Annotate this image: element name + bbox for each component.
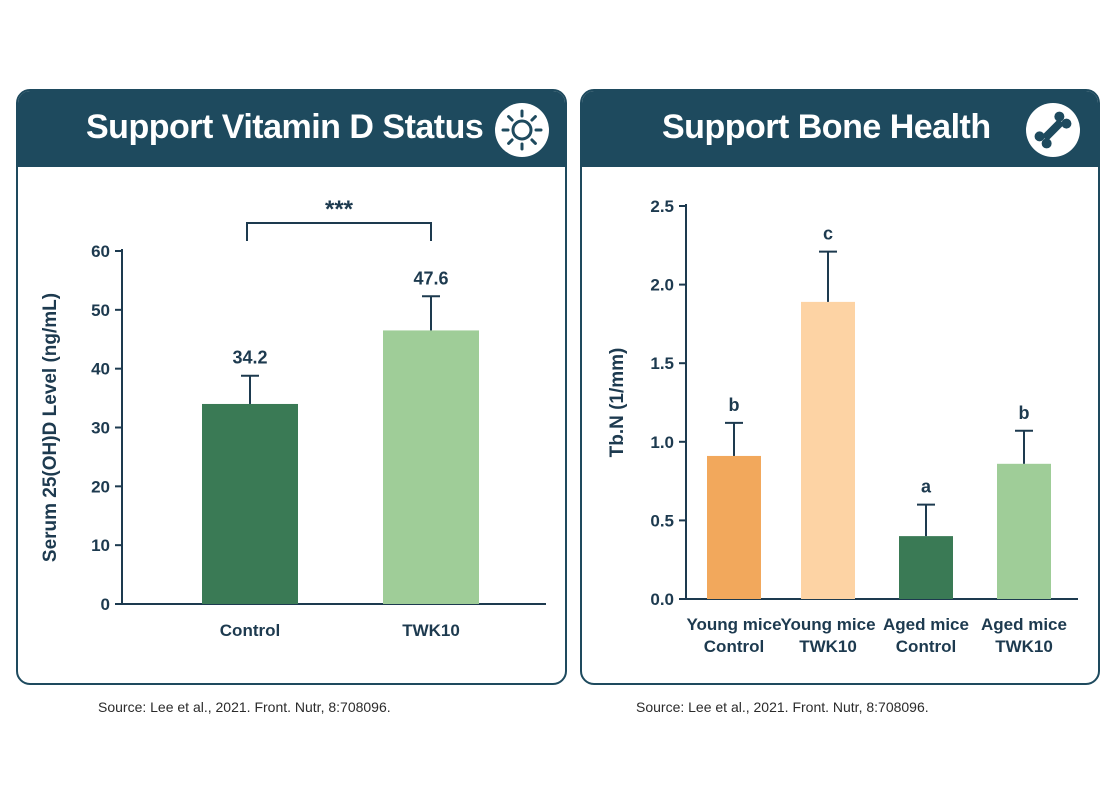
significance-bracket [246, 222, 432, 241]
sun-icon [495, 103, 549, 157]
bar [707, 455, 761, 599]
x-tick-label: Aged mice [981, 615, 1067, 634]
y-tick-label: 10 [91, 536, 110, 555]
x-tick-label: Control [220, 621, 280, 640]
y-tick-label: 20 [91, 477, 110, 496]
y-tick-label: 0.0 [650, 590, 674, 609]
panel-header: Support Vitamin D Status [18, 91, 565, 167]
x-tick-label: TWK10 [995, 637, 1053, 656]
x-tick-label: Young mice [780, 615, 875, 634]
x-tick-label: Control [896, 637, 956, 656]
significance-label: *** [325, 196, 354, 223]
panel-header: Support Bone Health [582, 91, 1098, 167]
y-tick-label: 1.5 [650, 354, 674, 373]
y-tick-label: 2.5 [650, 197, 674, 216]
panel-title: Support Bone Health [662, 108, 991, 146]
y-tick-label: 40 [91, 360, 110, 379]
bone-health-bar-chart: 0.0 0.5 1.0 1.5 2.0 2.5 Tb.N (1/mm) b Young mice… [607, 197, 1078, 656]
source-citation: Source: Lee et al., 2021. Front. Nutr, 8… [636, 699, 929, 715]
y-axis-label: Tb.N (1/mm) [607, 348, 628, 458]
data-label: 34.2 [232, 348, 267, 368]
y-tick-label: 30 [91, 419, 110, 438]
data-label: a [921, 477, 932, 497]
y-tick-label: 2.0 [650, 276, 674, 295]
bar [997, 463, 1051, 599]
bar [899, 536, 953, 599]
y-tick-label: 1.0 [650, 433, 674, 452]
x-tick-label: TWK10 [402, 621, 460, 640]
x-tick-label: Aged mice [883, 615, 969, 634]
panel-title: Support Vitamin D Status [86, 108, 484, 146]
bone-icon [1026, 103, 1080, 157]
data-label: 47.6 [413, 268, 448, 288]
data-label: b [729, 395, 740, 415]
data-label: c [823, 224, 833, 244]
y-tick-label: 0 [101, 595, 110, 614]
y-tick-label: 0.5 [650, 511, 674, 530]
data-label: b [1019, 403, 1030, 423]
bone-health-panel: Support Bone Health 0.0 0.5 1.0 1.5 2.0 2.5 Tb… [580, 89, 1100, 685]
x-tick-label: Control [704, 637, 764, 656]
y-axis-label: Serum 25(OH)D Level (ng/mL) [40, 293, 61, 562]
vitamin-d-bar-chart: 0 10 20 30 40 50 60 Serum 25(OH)D Level (ng/mL)… [40, 196, 546, 640]
bar [383, 330, 479, 604]
bar [202, 403, 298, 604]
x-tick-label: TWK10 [799, 637, 857, 656]
y-tick-label: 60 [91, 242, 110, 261]
source-citation: Source: Lee et al., 2021. Front. Nutr, 8… [98, 699, 391, 715]
vitamin-d-panel: Support Vitamin D Status 0 10 20 30 40 50 60 Se… [16, 89, 567, 685]
y-tick-label: 50 [91, 301, 110, 320]
bar [801, 301, 855, 599]
x-tick-label: Young mice [686, 615, 781, 634]
